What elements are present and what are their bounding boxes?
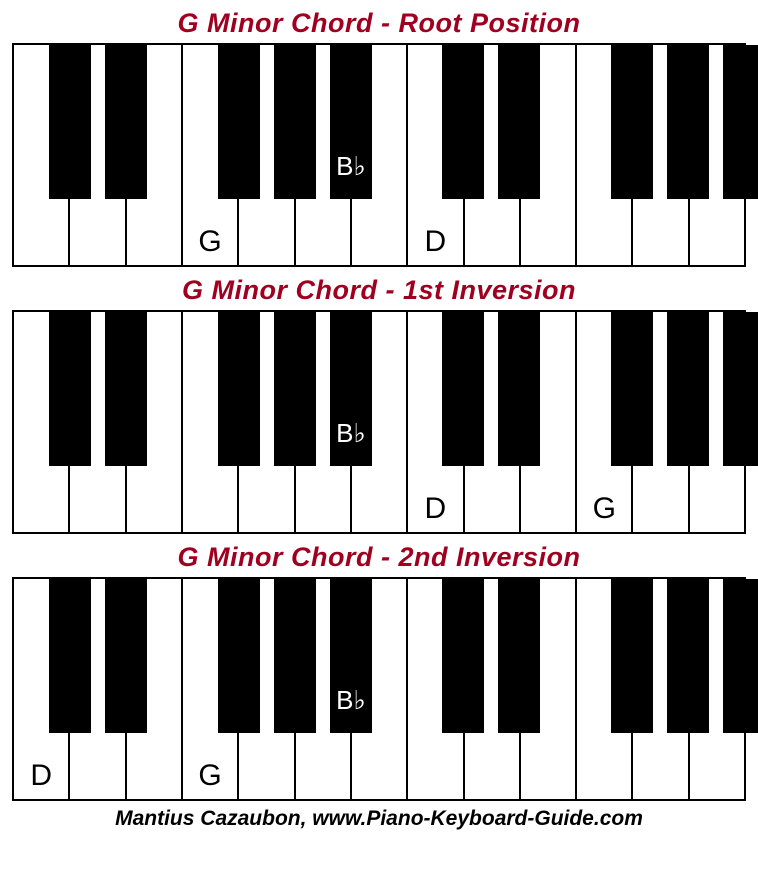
white-key-label: G (198, 759, 221, 793)
keyboard: D G B♭ (12, 310, 746, 534)
black-key-label: B♭ (336, 151, 366, 182)
black-key-label: B♭ (336, 685, 366, 716)
keyboard: G D B♭ (12, 43, 746, 267)
white-key-label: G (593, 492, 616, 526)
black-key (105, 45, 147, 199)
white-key-label: D (425, 492, 447, 526)
chord-panel: G Minor Chord - Root Position G D B♭ (0, 8, 758, 267)
chord-panel: G Minor Chord - 2nd Inversion D G B♭ (0, 542, 758, 801)
black-key (723, 579, 758, 733)
black-key (105, 579, 147, 733)
black-key-label: B♭ (336, 418, 366, 449)
panel-title: G Minor Chord - Root Position (0, 8, 758, 39)
black-key (723, 312, 758, 466)
black-key (723, 45, 758, 199)
panel-title: G Minor Chord - 2nd Inversion (0, 542, 758, 573)
black-key (498, 579, 540, 733)
black-key (611, 45, 653, 199)
black-key (498, 45, 540, 199)
black-key (611, 579, 653, 733)
black-key (105, 312, 147, 466)
black-key (667, 312, 709, 466)
black-key (667, 579, 709, 733)
black-key (274, 579, 316, 733)
black-key (498, 312, 540, 466)
credit-line: Mantius Cazaubon, www.Piano-Keyboard-Gui… (0, 807, 758, 831)
black-key (274, 312, 316, 466)
chord-panel: G Minor Chord - 1st Inversion D G B♭ (0, 275, 758, 534)
black-key (667, 45, 709, 199)
black-key (274, 45, 316, 199)
white-key-label: D (30, 759, 52, 793)
white-key-label: G (198, 225, 221, 259)
black-key (442, 579, 484, 733)
black-key (49, 45, 91, 199)
black-key (49, 312, 91, 466)
panel-title: G Minor Chord - 1st Inversion (0, 275, 758, 306)
black-key (611, 312, 653, 466)
black-key (218, 579, 260, 733)
black-key (218, 45, 260, 199)
black-key (442, 312, 484, 466)
keyboard: D G B♭ (12, 577, 746, 801)
black-key (218, 312, 260, 466)
white-key-label: D (425, 225, 447, 259)
black-key (442, 45, 484, 199)
black-key (49, 579, 91, 733)
